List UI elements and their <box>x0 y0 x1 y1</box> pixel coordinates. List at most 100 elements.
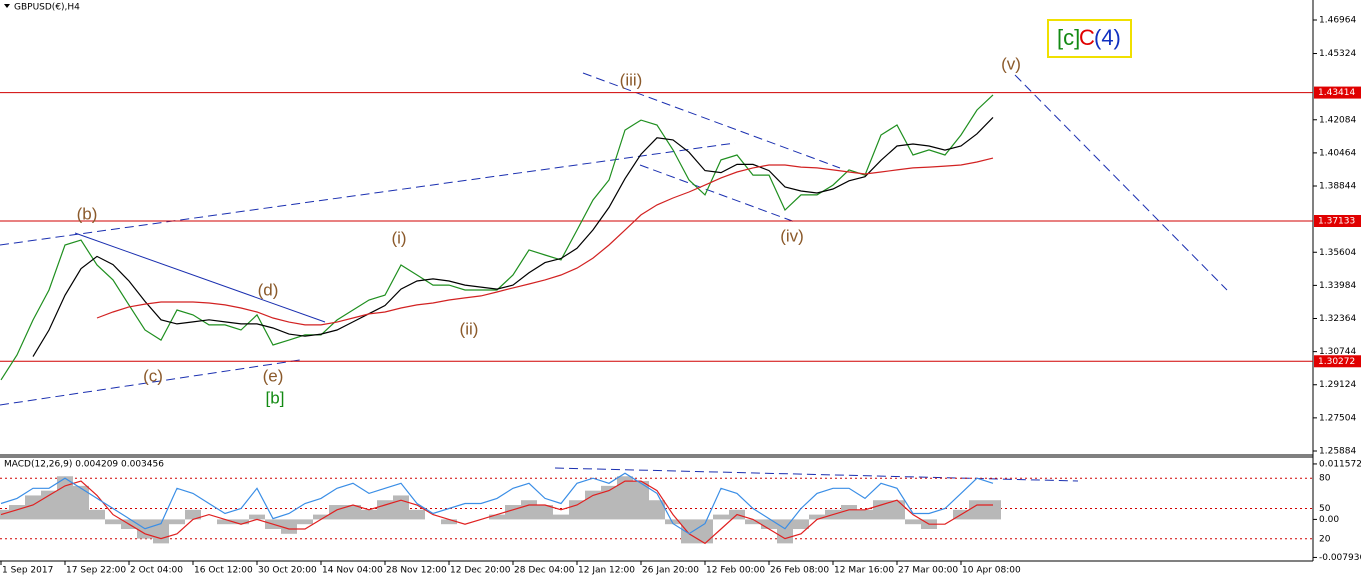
histogram-bar <box>665 519 681 525</box>
histogram-bar <box>89 509 105 520</box>
histogram-bar <box>601 485 617 520</box>
histogram-bar <box>841 505 857 520</box>
x-tick-label: 30 Oct 20:00 <box>258 566 317 576</box>
y-tick-label: 1.35604 <box>1319 248 1356 258</box>
histogram-bar <box>441 519 457 525</box>
histogram-bar <box>633 481 649 520</box>
histogram-bar <box>873 500 889 520</box>
y-tick-label: 1.33984 <box>1319 281 1356 291</box>
y-tick-label: 1.27504 <box>1319 413 1356 423</box>
wave-box <box>1047 19 1132 58</box>
histogram-bar <box>377 500 393 520</box>
wave-label: (iii) <box>620 70 643 89</box>
histogram-bar <box>697 519 713 544</box>
x-tick-label: 12 Dec 20:00 <box>450 566 511 576</box>
x-tick-label: 12 Mar 16:00 <box>834 566 894 576</box>
histogram-bar <box>713 514 729 520</box>
histogram-bar <box>281 519 297 534</box>
histogram-bar <box>9 505 25 520</box>
oscillator-line <box>0 472 994 535</box>
histogram-bar <box>489 514 505 520</box>
histogram-bar <box>73 485 89 520</box>
histogram-bar <box>169 519 185 525</box>
histogram-bar <box>505 505 521 520</box>
histogram-bar <box>105 519 121 525</box>
histogram-bar <box>521 500 537 520</box>
histogram-bar <box>681 519 697 544</box>
level-label: 1.37133 <box>1318 216 1355 226</box>
y-tick-label: 1.25884 <box>1319 446 1356 456</box>
trendlines <box>0 72 1228 482</box>
histogram-bar <box>889 500 905 520</box>
histogram-bar <box>649 500 665 520</box>
y-tick-label: 1.46964 <box>1319 15 1356 25</box>
trendline <box>0 359 301 406</box>
level-label-bg <box>1314 355 1361 368</box>
wave-label: (e) <box>263 366 284 385</box>
x-tick-label: 26 Feb 08:00 <box>770 566 829 576</box>
wave-box-text: C <box>1079 25 1095 50</box>
histogram-bar <box>25 495 41 520</box>
wave-box-text: [c] <box>1057 25 1080 50</box>
y-tick-label: 1.29124 <box>1319 380 1356 390</box>
x-tick-label: 1 Sep 2017 <box>2 566 53 576</box>
x-tick-label: 10 Apr 08:00 <box>962 566 1021 576</box>
histogram-bar <box>217 519 233 525</box>
histogram-bar <box>0 509 9 520</box>
histogram-bar <box>857 509 873 520</box>
y2-tick-label: 20 <box>1319 534 1331 544</box>
level-label: 1.43414 <box>1318 88 1355 98</box>
y-tick-label: 0.00 <box>1319 515 1339 525</box>
x-tick-label: 12 Feb 00:00 <box>706 566 765 576</box>
histogram-bar <box>329 505 345 520</box>
y-tick-label: 0.011572 <box>1319 459 1361 469</box>
histogram-bar <box>57 476 73 520</box>
x-tick-label: 2 Oct 04:00 <box>130 566 183 576</box>
trendline <box>0 142 736 246</box>
histogram-bar <box>905 519 921 525</box>
wave-label: [b] <box>266 388 285 407</box>
histogram-bar <box>777 519 793 544</box>
histogram-bar <box>345 505 361 520</box>
moving-average <box>32 116 994 357</box>
signal-line <box>0 480 993 545</box>
wave-label: (d) <box>258 280 279 299</box>
histogram-bar <box>409 509 425 520</box>
histogram-bar <box>537 505 553 520</box>
trendline <box>582 72 841 169</box>
histogram-bar <box>569 500 585 520</box>
histogram-bar <box>185 509 201 520</box>
trendline <box>554 467 1079 482</box>
x-tick-label: 28 Nov 12:00 <box>386 566 447 576</box>
x-tick-label: 12 Jan 12:00 <box>578 566 635 576</box>
y-tick-label: 1.40464 <box>1319 148 1356 158</box>
wave-label: (b) <box>77 204 98 223</box>
chart-title: GBPUSD(€),H4 <box>14 3 80 13</box>
histogram-bar <box>985 500 1001 520</box>
histogram-bar <box>313 514 329 520</box>
y-tick-label: 1.32364 <box>1319 314 1356 324</box>
y-tick-label: 1.30744 <box>1319 347 1356 357</box>
y-tick-label: 1.38844 <box>1319 182 1356 192</box>
x-tick-label: 14 Nov 04:00 <box>322 566 383 576</box>
histogram-bar <box>249 514 265 520</box>
wave-box-text: (4) <box>1094 25 1121 50</box>
level-label: 1.30272 <box>1318 357 1355 367</box>
x-tick-label: 27 Mar 00:00 <box>898 566 958 576</box>
histogram-bar <box>617 476 633 520</box>
x-tick-label: 28 Dec 04:00 <box>514 566 575 576</box>
wave-label: (i) <box>391 228 406 247</box>
y-tick-label: -0.007936 <box>1319 553 1361 563</box>
trendline <box>1014 74 1228 291</box>
menu-arrow[interactable] <box>4 4 10 8</box>
indicator-title: MACD(12,26,9) 0.004209 0.003456 <box>4 460 164 470</box>
histogram-bar <box>361 509 377 520</box>
x-tick-label: 17 Sep 22:00 <box>66 566 126 576</box>
histogram-bar <box>745 519 761 525</box>
histogram-bar <box>233 519 249 525</box>
moving-average <box>96 157 994 326</box>
y-tick-label: 1.42084 <box>1319 115 1356 125</box>
wave-label: (v) <box>1001 54 1021 73</box>
